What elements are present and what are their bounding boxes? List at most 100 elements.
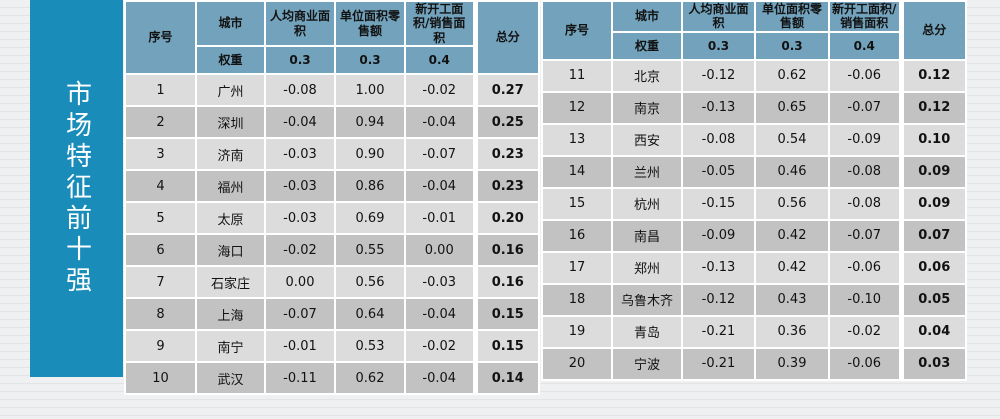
rank-cell: 12: [541, 90, 613, 125]
city-cell: 南京: [611, 90, 683, 125]
table-row: 5 太原 -0.03 0.69 -0.01 0.20: [124, 201, 540, 236]
value-cell: -0.02: [404, 329, 476, 364]
total-cell: 0.09: [898, 154, 967, 189]
weight-value: 0.3: [264, 45, 336, 76]
value-cell: 0.42: [754, 250, 830, 285]
header-seq: 序号: [541, 0, 613, 61]
city-cell: 太原: [195, 201, 266, 236]
ranking-table-right: 序号 城市 人均商业面积 单位面积零售额 新开工面积/销售面积 总分 权重 0.…: [541, 0, 967, 381]
rank-cell: 4: [124, 169, 197, 204]
city-cell: 石家庄: [195, 265, 266, 300]
city-cell: 西安: [611, 122, 683, 157]
value-cell: -0.04: [404, 361, 476, 396]
weight-value: 0.4: [404, 45, 476, 76]
header-total: 总分: [898, 0, 967, 61]
value-cell: -0.07: [828, 90, 902, 125]
total-cell: 0.07: [898, 218, 967, 253]
header-row-weights: 权重 0.3 0.3 0.4: [125, 45, 539, 76]
value-cell: 0.46: [754, 154, 830, 189]
value-cell: 0.00: [404, 233, 476, 268]
rank-cell: 3: [124, 137, 197, 172]
value-cell: 0.56: [334, 265, 406, 300]
total-cell: 0.20: [472, 201, 540, 236]
rank-cell: 18: [541, 282, 613, 317]
weight-value: 0.4: [828, 30, 902, 61]
table-row: 1 广州 -0.08 1.00 -0.02 0.27: [124, 73, 540, 108]
city-cell: 宁波: [611, 346, 683, 381]
weight-value: 0.3: [754, 30, 830, 61]
value-cell: -0.02: [828, 314, 902, 349]
header-metric-retail: 单位面积零售额: [334, 0, 406, 48]
value-cell: 0.62: [334, 361, 406, 396]
rank-cell: 5: [124, 201, 197, 236]
value-cell: -0.21: [681, 346, 756, 381]
table-row: 13 西安 -0.08 0.54 -0.09 0.10: [541, 122, 967, 157]
ranking-table-ranks-1-10: 序号 城市 人均商业面积 单位面积零售额 新开工面积/销售面积 总分 权重 0.…: [124, 0, 540, 396]
rank-cell: 13: [541, 122, 613, 157]
value-cell: -0.04: [404, 297, 476, 332]
city-cell: 海口: [195, 233, 266, 268]
header-row-weights: 权重 0.3 0.3 0.4: [542, 30, 966, 61]
total-cell: 0.15: [472, 329, 540, 364]
value-cell: 0.53: [334, 329, 406, 364]
table-row: 8 上海 -0.07 0.64 -0.04 0.15: [124, 297, 540, 332]
value-cell: -0.01: [264, 329, 336, 364]
rank-cell: 8: [124, 297, 197, 332]
value-cell: -0.09: [681, 218, 756, 253]
value-cell: 0.56: [754, 186, 830, 221]
slide-title-text: 市场特征前十强: [61, 80, 92, 297]
table-row: 9 南宁 -0.01 0.53 -0.02 0.15: [124, 329, 540, 364]
value-cell: -0.11: [264, 361, 336, 396]
city-cell: 南宁: [195, 329, 266, 364]
total-cell: 0.12: [898, 58, 967, 93]
value-cell: 0.90: [334, 137, 406, 172]
city-cell: 南昌: [611, 218, 683, 253]
value-cell: 0.65: [754, 90, 830, 125]
table-row: 17 郑州 -0.13 0.42 -0.06 0.06: [541, 250, 967, 285]
value-cell: -0.21: [681, 314, 756, 349]
table-row: 18 乌鲁木齐 -0.12 0.43 -0.10 0.05: [541, 282, 967, 317]
ranking-table-ranks-11-20: 序号 城市 人均商业面积 单位面积零售额 新开工面积/销售面积 总分 权重 0.…: [541, 0, 967, 381]
total-cell: 0.12: [898, 90, 967, 125]
city-cell: 武汉: [195, 361, 266, 396]
total-cell: 0.06: [898, 250, 967, 285]
value-cell: 0.39: [754, 346, 830, 381]
value-cell: 0.54: [754, 122, 830, 157]
table-body: 1 广州 -0.08 1.00 -0.02 0.27 2 深圳 -0.04 0.94 -0.04 0.…: [124, 73, 540, 396]
header-metric-per-capita: 人均商业面积: [264, 0, 336, 48]
value-cell: -0.12: [681, 282, 756, 317]
table-row: 19 青岛 -0.21 0.36 -0.02 0.04: [541, 314, 967, 349]
value-cell: -0.07: [264, 297, 336, 332]
header-city: 城市: [611, 0, 683, 33]
rank-cell: 9: [124, 329, 197, 364]
value-cell: 1.00: [334, 73, 406, 108]
city-cell: 乌鲁木齐: [611, 282, 683, 317]
value-cell: 0.62: [754, 58, 830, 93]
total-cell: 0.10: [898, 122, 967, 157]
value-cell: -0.03: [404, 265, 476, 300]
header-city: 城市: [195, 0, 266, 48]
header-weight-label: 权重: [195, 45, 266, 76]
city-cell: 兰州: [611, 154, 683, 189]
value-cell: -0.02: [264, 233, 336, 268]
table-row: 12 南京 -0.13 0.65 -0.07 0.12: [541, 90, 967, 125]
table-row: 15 杭州 -0.15 0.56 -0.08 0.09: [541, 186, 967, 221]
value-cell: -0.13: [681, 90, 756, 125]
slide-title-banner: 市场特征前十强: [30, 0, 123, 377]
value-cell: -0.08: [828, 154, 902, 189]
rank-cell: 16: [541, 218, 613, 253]
table-body: 11 北京 -0.12 0.62 -0.06 0.12 12 南京 -0.13 0.65 -0.07…: [541, 58, 967, 381]
city-cell: 济南: [195, 137, 266, 172]
rank-cell: 15: [541, 186, 613, 221]
rank-cell: 17: [541, 250, 613, 285]
value-cell: -0.10: [828, 282, 902, 317]
weight-value: 0.3: [681, 30, 756, 61]
table-row: 3 济南 -0.03 0.90 -0.07 0.23: [124, 137, 540, 172]
value-cell: -0.02: [404, 73, 476, 108]
header-metric-per-capita: 人均商业面积: [681, 0, 756, 33]
rank-cell: 6: [124, 233, 197, 268]
value-cell: 0.42: [754, 218, 830, 253]
value-cell: 0.86: [334, 169, 406, 204]
rank-cell: 20: [541, 346, 613, 381]
value-cell: -0.04: [404, 169, 476, 204]
